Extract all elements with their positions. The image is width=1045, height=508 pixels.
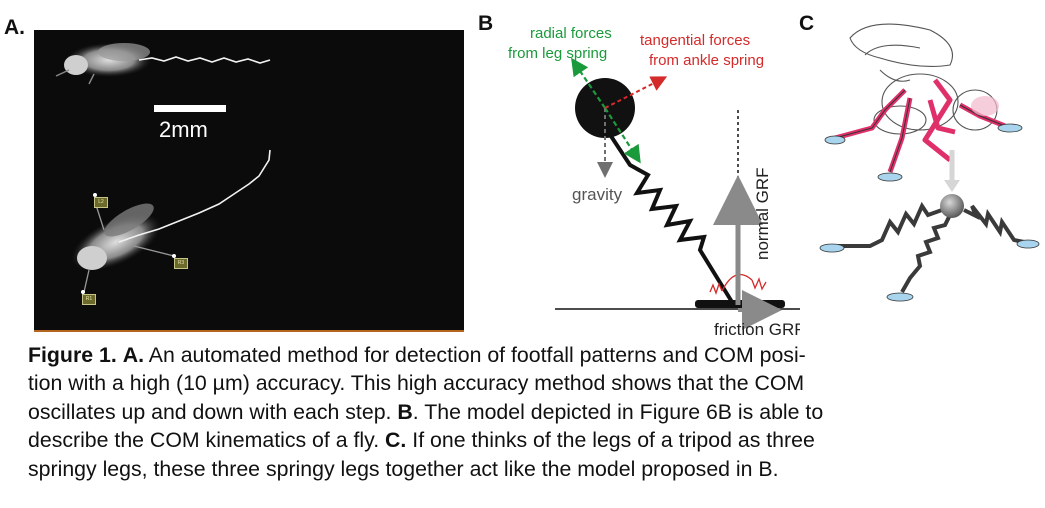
caption-marker-a: A. bbox=[122, 343, 144, 367]
com-trace-bottom bbox=[118, 149, 271, 243]
radial-forces-label: radial forces bbox=[530, 25, 612, 42]
panel-c-label: C bbox=[799, 12, 815, 35]
scale-bar-label: 2mm bbox=[159, 117, 208, 142]
normal-grf-label: normal GRF bbox=[753, 167, 772, 260]
foot-pad-top-left bbox=[824, 135, 846, 145]
gravity-label: gravity bbox=[572, 185, 623, 204]
fly-tracking-image bbox=[55, 43, 271, 293]
figure-label: Figure 1. bbox=[28, 343, 117, 367]
foot-pad-bottom-left bbox=[819, 243, 845, 253]
radial-force-arrow bbox=[604, 107, 641, 164]
foot-pad-bottom-right bbox=[1016, 239, 1040, 249]
foot-tag-r3: R3 bbox=[174, 258, 188, 269]
foot-tag-r1: R1 bbox=[82, 294, 96, 305]
foot-pad-top-right bbox=[997, 123, 1023, 133]
caption-line-1: Figure 1. A. An automated method for det… bbox=[28, 341, 1040, 369]
caption-marker-c: C. bbox=[385, 428, 407, 453]
com-trace-top bbox=[138, 56, 271, 64]
radial-force-arrow bbox=[571, 57, 606, 109]
caption-text: oscillates up and down with each step. bbox=[28, 399, 398, 424]
fly-legs bbox=[834, 78, 1006, 173]
fly-outline bbox=[849, 23, 998, 135]
com-ball bbox=[940, 194, 964, 218]
caption-line-5: springy legs, these three springy legs t… bbox=[28, 456, 779, 481]
spring-legs bbox=[832, 201, 1025, 293]
caption-text: An automated method for detection of foo… bbox=[144, 343, 806, 367]
caption-text: . The model depicted in Figure 6B is abl… bbox=[412, 399, 824, 424]
caption-marker-b: B bbox=[397, 399, 413, 424]
friction-grf-label: friction GRF bbox=[714, 320, 800, 339]
ankle-spring bbox=[709, 282, 723, 295]
panel-a-label: A. bbox=[4, 16, 25, 39]
foot-pad-top-mid bbox=[877, 172, 903, 182]
fly-bottom bbox=[71, 203, 175, 293]
tangential-force-arrow bbox=[604, 76, 668, 109]
foot-tag-l2: L2 bbox=[94, 197, 108, 208]
scale-bar bbox=[154, 105, 226, 112]
caption-line-3: oscillates up and down with each step. B… bbox=[28, 398, 1040, 426]
transform-arrowhead bbox=[944, 180, 960, 192]
caption-text: If one thinks of the legs of a tripod as… bbox=[406, 428, 815, 453]
panel-b-label: B bbox=[478, 12, 494, 35]
leg-spring bbox=[603, 125, 734, 304]
caption-line-2: tion with a high (10 µm) accuracy. This … bbox=[28, 371, 805, 396]
fly-video-frame: 2mm L2 R3 R1 bbox=[34, 30, 464, 332]
fly-top bbox=[55, 43, 151, 85]
caption-line-4: describe the COM kinematics of a fly. C.… bbox=[28, 426, 1040, 454]
caption-text: describe the COM kinematics of a fly. bbox=[28, 428, 386, 453]
figure-caption: Figure 1. A. An automated method for det… bbox=[28, 341, 1040, 483]
tripod-spring-model bbox=[819, 23, 1040, 302]
spring-mass-model: radial forces from leg spring tangential… bbox=[508, 25, 800, 339]
foot-marker bbox=[172, 254, 176, 258]
foot-marker bbox=[81, 290, 85, 294]
radial-forces-label-2: from leg spring bbox=[508, 45, 607, 62]
tangential-forces-label-2: from ankle spring bbox=[649, 52, 764, 69]
tangential-forces-label: tangential forces bbox=[640, 32, 750, 49]
foot-marker bbox=[93, 193, 97, 197]
foot-pad-bottom-mid bbox=[886, 292, 914, 302]
